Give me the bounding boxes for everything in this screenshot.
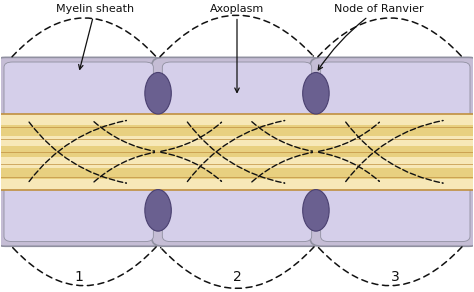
FancyBboxPatch shape bbox=[310, 57, 474, 246]
Bar bbox=[0, 114, 474, 190]
FancyArrowPatch shape bbox=[29, 122, 126, 183]
Ellipse shape bbox=[145, 72, 171, 114]
FancyBboxPatch shape bbox=[320, 62, 470, 241]
Text: 3: 3 bbox=[391, 270, 400, 284]
Bar bbox=[0, 146, 474, 157]
FancyBboxPatch shape bbox=[162, 62, 312, 241]
FancyArrowPatch shape bbox=[161, 247, 314, 288]
Text: 2: 2 bbox=[233, 270, 241, 284]
Bar bbox=[0, 179, 474, 190]
FancyArrowPatch shape bbox=[161, 122, 221, 151]
FancyArrowPatch shape bbox=[161, 152, 221, 181]
FancyArrowPatch shape bbox=[318, 18, 461, 57]
FancyArrowPatch shape bbox=[319, 152, 379, 181]
FancyBboxPatch shape bbox=[4, 62, 154, 241]
FancyBboxPatch shape bbox=[0, 57, 164, 246]
Bar bbox=[0, 135, 474, 146]
FancyArrowPatch shape bbox=[252, 122, 312, 151]
FancyArrowPatch shape bbox=[252, 152, 312, 182]
FancyArrowPatch shape bbox=[29, 121, 126, 182]
FancyArrowPatch shape bbox=[319, 247, 462, 286]
FancyArrowPatch shape bbox=[319, 122, 379, 151]
Text: Axoplasm: Axoplasm bbox=[210, 4, 264, 93]
FancyArrowPatch shape bbox=[13, 247, 156, 286]
FancyArrowPatch shape bbox=[187, 121, 284, 182]
Ellipse shape bbox=[145, 190, 171, 231]
FancyArrowPatch shape bbox=[346, 121, 443, 182]
FancyArrowPatch shape bbox=[94, 122, 155, 151]
FancyArrowPatch shape bbox=[160, 15, 313, 57]
Bar bbox=[0, 168, 474, 179]
Text: Myelin sheath: Myelin sheath bbox=[56, 4, 134, 69]
Ellipse shape bbox=[303, 72, 329, 114]
FancyBboxPatch shape bbox=[152, 57, 322, 246]
FancyArrowPatch shape bbox=[12, 18, 155, 57]
Bar bbox=[0, 157, 474, 168]
Ellipse shape bbox=[303, 190, 329, 231]
Bar bbox=[0, 125, 474, 135]
Text: 1: 1 bbox=[74, 270, 83, 284]
FancyArrowPatch shape bbox=[94, 152, 155, 182]
FancyArrowPatch shape bbox=[187, 122, 284, 183]
FancyArrowPatch shape bbox=[346, 122, 443, 183]
Bar bbox=[0, 114, 474, 125]
Text: Node of Ranvier: Node of Ranvier bbox=[318, 4, 424, 70]
